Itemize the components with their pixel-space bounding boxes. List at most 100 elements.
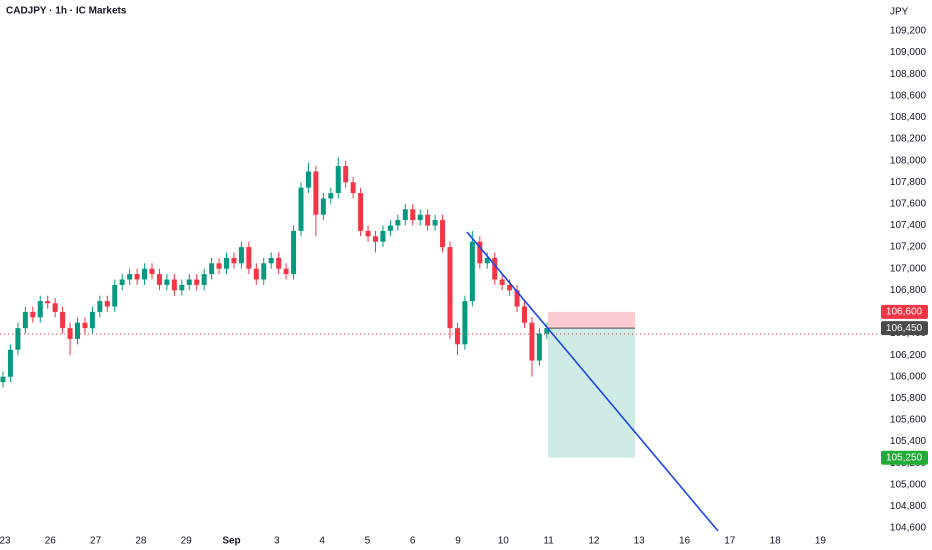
candle-body <box>291 230 297 275</box>
candle-body <box>492 257 498 280</box>
candle-body <box>425 214 431 226</box>
price-badge-label: 106,600 <box>886 307 923 318</box>
price-badge <box>881 321 928 336</box>
currency-label: JPY <box>890 7 909 18</box>
x-tick-label: 6 <box>410 536 416 547</box>
y-tick-label: 106,800 <box>890 285 927 296</box>
x-tick-label: 28 <box>135 536 147 547</box>
price-badge <box>881 450 928 465</box>
x-tick-label: 9 <box>455 536 461 547</box>
x-tick-label: 3 <box>274 536 280 547</box>
y-tick-label: 107,000 <box>890 263 927 274</box>
candle-body <box>380 230 386 242</box>
candle-body <box>0 376 6 383</box>
candle-body <box>261 263 267 280</box>
candle-body <box>387 225 393 231</box>
price-badge-label: 106,450 <box>886 323 923 334</box>
candle-body <box>7 349 13 377</box>
candle-body <box>216 263 222 269</box>
x-tick-label: 13 <box>634 536 646 547</box>
y-tick-label: 107,800 <box>890 177 927 188</box>
candle-body <box>328 193 334 199</box>
candle-body <box>209 263 215 275</box>
chart-title: CADJPY · 1h · IC Markets <box>6 6 127 17</box>
x-tick-label: 5 <box>365 536 371 547</box>
candle-body <box>313 171 319 215</box>
candle-body <box>45 301 51 304</box>
candle-body <box>246 247 252 269</box>
y-tick-label: 108,200 <box>890 134 927 145</box>
candle-body <box>253 268 259 280</box>
price-badge-label: 105,250 <box>886 452 923 463</box>
trend-line <box>466 231 719 532</box>
x-tick-label: 29 <box>181 536 193 547</box>
candle-body <box>365 230 371 237</box>
y-tick-label: 109,200 <box>890 26 927 37</box>
candle-body <box>238 247 244 264</box>
candle-body <box>402 209 408 221</box>
candle-body <box>231 257 237 264</box>
candle-body <box>82 322 88 329</box>
candle-body <box>283 268 289 275</box>
candle-body <box>440 220 446 248</box>
candle-body <box>156 274 162 285</box>
reward-zone <box>548 328 635 458</box>
candle-body <box>134 274 140 280</box>
candle-body <box>276 257 282 269</box>
candle-body <box>529 322 535 361</box>
x-tick-label: 4 <box>319 536 325 547</box>
y-tick-label: 108,600 <box>890 90 927 101</box>
y-tick-label: 104,800 <box>890 501 927 512</box>
candle-body <box>37 301 43 318</box>
candle-body <box>179 284 185 291</box>
candle-body <box>22 311 28 329</box>
candle-body <box>268 257 274 264</box>
candle-body <box>507 284 513 291</box>
x-tick-label: 11 <box>543 536 554 547</box>
candle-body <box>97 301 103 312</box>
x-tick-label: 12 <box>588 536 600 547</box>
candle-body <box>484 257 490 264</box>
candle-body <box>30 311 36 318</box>
candle-body <box>52 303 58 312</box>
candle-body <box>60 311 66 329</box>
candle-body <box>469 241 475 302</box>
y-tick-label: 107,600 <box>890 199 927 210</box>
candle-body <box>395 220 401 226</box>
candle-body <box>544 328 550 334</box>
candle-body <box>536 333 542 361</box>
candle-body <box>417 214 423 221</box>
candle-body <box>320 198 326 215</box>
y-tick-label: 107,200 <box>890 242 927 253</box>
candle-body <box>335 166 341 194</box>
candle-body <box>186 279 192 285</box>
candle-body <box>358 193 364 231</box>
x-tick-label: 17 <box>724 536 736 547</box>
x-tick-label: 27 <box>90 536 102 547</box>
candle-body <box>15 328 21 350</box>
y-tick-label: 106,000 <box>890 371 927 382</box>
candle-body <box>514 290 520 307</box>
y-tick-label: 105,000 <box>890 479 927 490</box>
x-tick-label: 26 <box>45 536 57 547</box>
candle-body <box>522 306 527 323</box>
x-tick-label: 10 <box>498 536 510 547</box>
candle-body <box>298 187 304 231</box>
y-tick-label: 105,600 <box>890 415 927 426</box>
candle-body <box>350 182 356 194</box>
risk-zone <box>548 311 635 329</box>
candle-body <box>112 284 118 307</box>
candle-body <box>499 279 505 285</box>
x-tick-label: Sep <box>222 536 240 547</box>
y-tick-label: 109,000 <box>890 47 927 58</box>
candle-body <box>142 268 148 280</box>
candle-body <box>477 241 483 264</box>
candle-body <box>410 209 416 221</box>
candle-body <box>67 328 73 339</box>
candle-body <box>373 236 378 242</box>
candle-body <box>171 279 177 291</box>
candle-body <box>127 274 133 280</box>
candle-body <box>104 301 110 307</box>
candle-body <box>149 268 155 275</box>
